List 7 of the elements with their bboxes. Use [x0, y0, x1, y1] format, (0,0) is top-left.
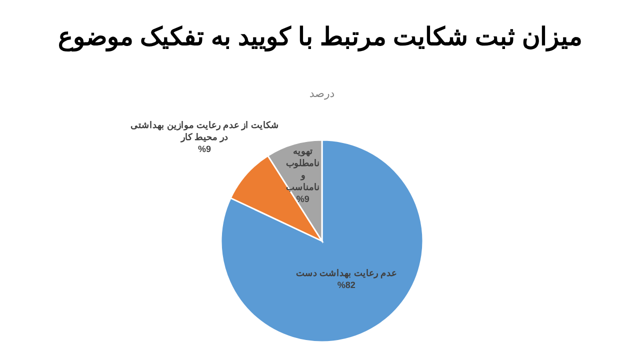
chart-title: میزان ثبت شکایت مرتبط با کویید به تفکیک موضوع	[58, 23, 582, 52]
data-label: %9	[295, 193, 310, 206]
data-label: %9	[197, 143, 212, 156]
slice-label: شکایت از عدم رعایت موازین بهداشتی در محیط کار	[130, 119, 280, 144]
chart-subtitle: درصد	[309, 87, 335, 100]
data-label: %82	[336, 279, 356, 292]
slice-label: عدم رعایت بهداشت دست	[295, 267, 398, 280]
